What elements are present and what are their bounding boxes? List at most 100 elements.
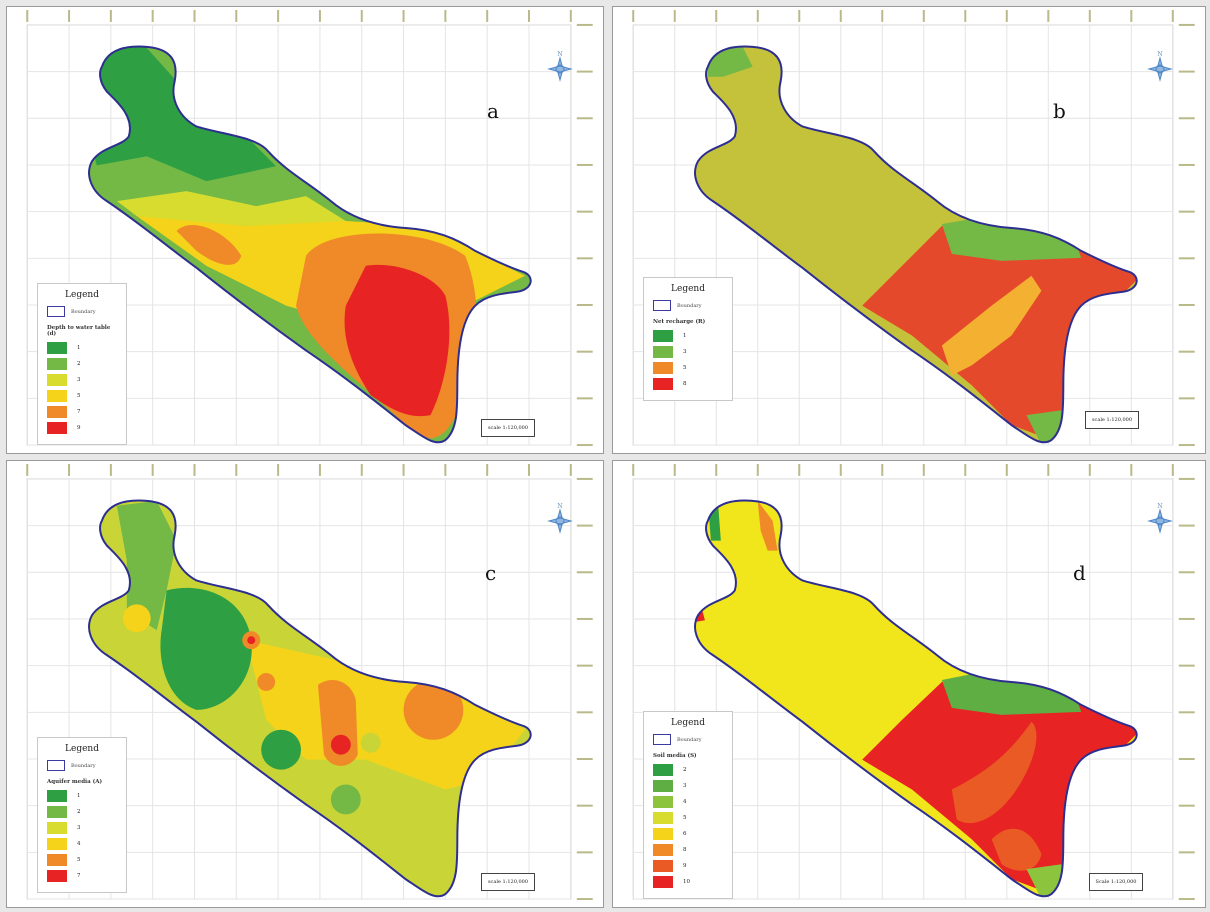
coordinate-tick bbox=[318, 9, 321, 22]
legend-class-row: 8 bbox=[653, 378, 727, 390]
coordinate-tick bbox=[1178, 444, 1195, 447]
legend: Legend Boundary Net recharge (R) 1 3 5 8 bbox=[643, 277, 733, 401]
legend-class-label: 1 bbox=[77, 793, 81, 799]
legend-swatch bbox=[653, 860, 673, 872]
coordinate-tick bbox=[1178, 617, 1195, 620]
legend-class-row: 1 bbox=[653, 330, 727, 342]
legend-class-label: 8 bbox=[683, 847, 687, 853]
map-panel-a: a N Legend Boundary Depth to water table… bbox=[6, 6, 604, 454]
coordinate-tick bbox=[922, 463, 925, 476]
legend-title: Legend bbox=[671, 718, 705, 728]
north-arrow-icon: N bbox=[547, 51, 573, 82]
coordinate-tick bbox=[1047, 463, 1050, 476]
coordinate-tick bbox=[1178, 304, 1195, 306]
coordinate-tick bbox=[151, 463, 154, 476]
legend-boundary: Boundary bbox=[47, 760, 121, 771]
svg-text:N: N bbox=[557, 503, 562, 510]
zone-class-9-strip bbox=[951, 721, 1037, 824]
legend-swatch bbox=[653, 764, 673, 776]
coordinate-tick bbox=[318, 463, 321, 476]
legend-swatch bbox=[653, 330, 673, 342]
legend-class-row: 5 bbox=[653, 812, 727, 824]
map-canvas-a bbox=[26, 9, 593, 447]
coordinate-tick bbox=[26, 463, 29, 476]
legend-class-row: 2 bbox=[653, 764, 727, 776]
svg-text:N: N bbox=[1157, 503, 1162, 510]
coordinate-tick bbox=[1178, 758, 1195, 760]
coordinate-tick bbox=[576, 758, 593, 760]
legend-class-label: 6 bbox=[683, 831, 687, 837]
legend-class-row: 4 bbox=[653, 796, 727, 808]
panel-letter: d bbox=[1073, 561, 1086, 585]
legend-class-row: 7 bbox=[47, 406, 121, 418]
legend-class-row: 1 bbox=[47, 342, 121, 354]
zone-class-4-spot bbox=[122, 604, 151, 633]
legend-class-row: 9 bbox=[653, 860, 727, 872]
legend-title: Legend bbox=[65, 744, 99, 754]
legend-class-label: 9 bbox=[683, 863, 687, 869]
coordinate-tick bbox=[798, 9, 801, 22]
coordinate-tick bbox=[444, 463, 447, 476]
coordinate-tick bbox=[402, 463, 405, 476]
legend-swatch bbox=[47, 342, 67, 354]
coordinate-tick bbox=[1178, 397, 1195, 400]
legend-boundary: Boundary bbox=[47, 306, 121, 317]
coordinate-tick bbox=[964, 463, 967, 476]
north-arrow-icon: N bbox=[547, 503, 573, 534]
coordinate-tick bbox=[1178, 898, 1195, 901]
legend-class-row: 3 bbox=[47, 374, 121, 386]
legend: Legend Boundary Aquifer media (A) 1 2 3 4 5 7 bbox=[37, 737, 127, 893]
legend-class-row: 3 bbox=[47, 822, 121, 834]
legend-swatch bbox=[653, 876, 673, 888]
coordinate-tick bbox=[1130, 463, 1133, 476]
coordinate-tick bbox=[1178, 804, 1195, 807]
legend-class-label: 5 bbox=[683, 365, 687, 371]
legend-class-row: 9 bbox=[47, 422, 121, 434]
zone-class-2 bbox=[116, 500, 177, 631]
legend-class-label: 2 bbox=[683, 767, 687, 773]
coordinate-tick bbox=[402, 9, 405, 22]
legend-swatch bbox=[653, 378, 673, 390]
coordinate-tick bbox=[360, 463, 363, 476]
legend-class-row: 4 bbox=[47, 838, 121, 850]
coordinate-tick bbox=[444, 9, 447, 22]
coordinate-tick bbox=[632, 9, 635, 22]
legend-variable-label: Net recharge (R) bbox=[653, 319, 706, 325]
zone-class-5-strip bbox=[941, 275, 1042, 376]
coordinate-tick bbox=[1178, 210, 1195, 213]
scale-label: scale 1:120,000 bbox=[1085, 411, 1139, 429]
coordinate-tick bbox=[109, 463, 112, 476]
legend-swatch bbox=[653, 780, 673, 792]
svg-text:N: N bbox=[557, 51, 562, 58]
boundary-outline bbox=[88, 45, 532, 444]
coordinate-tick bbox=[881, 463, 884, 476]
coordinate-tick bbox=[1178, 571, 1195, 574]
coordinate-tick bbox=[964, 9, 967, 22]
legend-class-label: 7 bbox=[77, 873, 81, 879]
map-panel-d: d N Legend Boundary Soil media (S) 2 3 4 5 6… bbox=[612, 460, 1206, 908]
legend-class-row: 10 bbox=[653, 876, 727, 888]
coordinate-tick bbox=[235, 9, 238, 22]
panel-letter: c bbox=[485, 561, 497, 585]
coordinate-tick bbox=[715, 9, 718, 22]
coordinate-tick bbox=[1178, 350, 1195, 353]
zone-class-5-spot bbox=[257, 673, 276, 691]
legend-class-label: 9 bbox=[77, 425, 81, 431]
coordinate-tick bbox=[569, 463, 572, 476]
scale-label: scale 1:120,000 bbox=[481, 419, 535, 437]
coordinate-tick bbox=[576, 804, 593, 807]
legend-class-label: 4 bbox=[77, 841, 81, 847]
legend-class-label: 2 bbox=[77, 361, 81, 367]
legend-classes: 1 2 3 4 5 7 bbox=[43, 790, 121, 882]
coordinate-tick bbox=[1178, 257, 1195, 260]
coordinate-tick bbox=[1178, 664, 1195, 667]
coordinate-tick bbox=[528, 9, 530, 22]
legend-title: Legend bbox=[671, 284, 705, 294]
coordinate-tick bbox=[576, 524, 593, 527]
legend-class-row: 6 bbox=[653, 828, 727, 840]
legend-classes: 1 2 3 5 7 9 bbox=[43, 342, 121, 434]
coordinate-tick bbox=[576, 444, 593, 447]
boundary-outline bbox=[694, 45, 1138, 444]
coordinate-tick bbox=[576, 350, 593, 353]
coordinate-tick bbox=[673, 463, 676, 476]
